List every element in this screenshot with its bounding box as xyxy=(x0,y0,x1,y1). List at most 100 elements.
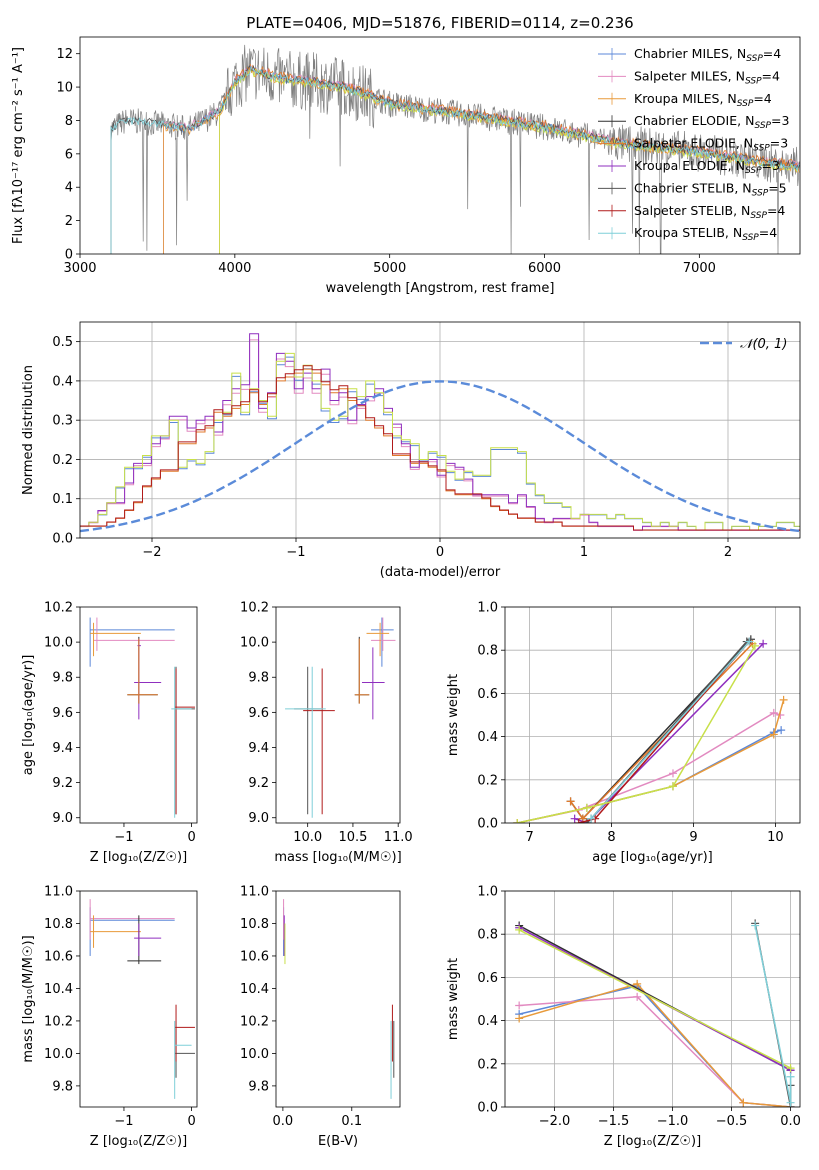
weight-point xyxy=(566,797,575,806)
x-tick-label: 0 xyxy=(187,830,195,845)
axes-frame xyxy=(79,606,198,824)
weight-point xyxy=(668,782,677,791)
y-tick-label: 6 xyxy=(65,147,73,162)
legend-entry: Kroupa ELODIE, NSSP=3 xyxy=(634,158,780,176)
x-tick-label: 7000 xyxy=(683,261,716,276)
weight-vs-Z-chart: −2.0 −1.5 −1.0 −0.5 0.0 0.0 0.2 0.4 0.6 0.8 1.0 Z [… xyxy=(446,885,801,1150)
weight-point xyxy=(745,637,754,646)
y-tick-label: 10.8 xyxy=(240,917,269,932)
legend-entry: Chabrier STELIB, NSSP=5 xyxy=(634,180,787,198)
weight-series-line xyxy=(590,641,750,820)
model-spectrum-line xyxy=(110,64,800,254)
y-tick-label: 9.0 xyxy=(52,811,73,826)
weight-point xyxy=(769,730,778,739)
y-tick-label: 9.8 xyxy=(52,1079,73,1094)
y-tick-label: 0.0 xyxy=(477,1101,498,1116)
y-tick-label: 4 xyxy=(65,181,73,196)
weight-vs-age-chart: 7 8 9 10 0.0 0.2 0.4 0.6 0.8 1.0 age [log₁₀(age/yr… xyxy=(446,601,801,865)
y-tick-label: 2 xyxy=(65,214,73,229)
y-tick-label: 9.4 xyxy=(52,741,73,756)
residuals-chart: −2 −1 0 1 2 0.0 0.1 0.2 0.3 0.4 0.5 (data-model)/er… xyxy=(21,321,801,580)
y-tick-label: 0.4 xyxy=(52,374,73,389)
y-tick-label: 1.0 xyxy=(477,885,498,900)
y-tick-label: 10.0 xyxy=(44,636,73,651)
age-vs-mass-plot xyxy=(285,617,396,818)
y-axis-label: mass weight xyxy=(446,674,461,756)
weight-point xyxy=(668,769,677,778)
x-tick-label: −0.5 xyxy=(716,1114,748,1129)
y-tick-label: 10.8 xyxy=(44,917,73,932)
weight-point xyxy=(750,641,759,650)
x-axis-label: E(B-V) xyxy=(318,1134,358,1149)
weight-point xyxy=(515,925,524,934)
y-tick-label: 0.1 xyxy=(52,492,73,507)
y-tick-label: 12 xyxy=(56,47,73,62)
weight-point xyxy=(739,1098,748,1107)
age-vs-mass-chart: 10.0 10.5 11.0 9.0 9.2 9.4 9.6 9.8 10.0 10.2 mass … xyxy=(240,601,413,866)
x-axis-label: Z [log₁₀(Z/Z☉)] xyxy=(604,1134,701,1149)
weight-point xyxy=(513,819,522,823)
x-tick-label: −1.0 xyxy=(657,1114,689,1129)
y-tick-label: 1.0 xyxy=(477,601,498,616)
y-tick-label: 0.0 xyxy=(52,532,73,547)
mass-vs-Z-chart: −1 0 9.8 10.0 10.2 10.4 10.6 10.8 11.0 Z [log₁₀(Z… xyxy=(21,885,198,1149)
y-tick-label: 10.2 xyxy=(44,601,73,616)
weight-point xyxy=(786,1098,795,1107)
x-axis-label: mass [log₁₀(M/M☉)] xyxy=(274,850,401,865)
x-tick-label: 0 xyxy=(436,545,444,560)
legend-entry: 𝒩(0, 1) xyxy=(740,337,787,352)
weight-point xyxy=(587,814,596,823)
weight-point xyxy=(582,803,591,812)
y-tick-label: 10.2 xyxy=(44,1014,73,1029)
x-axis-label: age [log₁₀(age/yr)] xyxy=(592,850,713,865)
y-tick-label: 8 xyxy=(65,114,73,129)
x-tick-label: −1 xyxy=(286,545,305,560)
legend-entry: Salpeter STELIB, NSSP=4 xyxy=(634,203,785,221)
y-tick-label: 9.8 xyxy=(248,1079,269,1094)
y-tick-label: 0.4 xyxy=(477,730,498,745)
y-tick-label: 0.6 xyxy=(477,687,498,702)
x-tick-label: 0.0 xyxy=(780,1114,801,1129)
normal-curve xyxy=(80,380,800,533)
weight-point xyxy=(515,1014,524,1023)
legend-entry: Chabrier ELODIE, NSSP=3 xyxy=(634,113,789,131)
x-tick-label: 2 xyxy=(724,545,732,560)
x-tick-label: 8 xyxy=(607,830,615,845)
y-tick-label: 0.2 xyxy=(52,453,73,468)
weight-point xyxy=(779,695,788,704)
model-spectrum-line xyxy=(110,65,800,254)
y-tick-label: 0.6 xyxy=(477,971,498,986)
x-tick-label: 6000 xyxy=(528,261,561,276)
x-tick-label: 0.1 xyxy=(341,1114,362,1129)
legend-entry: Salpeter ELODIE, NSSP=3 xyxy=(634,136,788,154)
x-axis-label: wavelength [Angstrom, rest frame] xyxy=(326,281,555,296)
y-tick-label: 0.0 xyxy=(477,817,498,832)
legend-entry: Kroupa MILES, NSSP=4 xyxy=(634,91,772,109)
weight-series-line xyxy=(517,645,756,823)
weight-point xyxy=(786,1072,795,1081)
histogram-step xyxy=(80,333,800,531)
y-tick-label: 9.4 xyxy=(248,741,269,756)
axes-frame xyxy=(504,606,801,824)
y-tick-label: 0.2 xyxy=(477,1057,498,1072)
y-tick-label: 11.0 xyxy=(240,885,269,900)
legend-entry: Chabrier MILES, NSSP=4 xyxy=(634,46,781,64)
age-vs-Z-plot xyxy=(89,617,195,818)
legend-entry: Salpeter MILES, NSSP=4 xyxy=(634,68,780,86)
chart-title: PLATE=0406, MJD=51876, FIBERID=0114, z=0… xyxy=(246,14,633,32)
y-tick-label: 0.8 xyxy=(477,928,498,943)
axes-frame xyxy=(504,890,801,1108)
spectrum-plot xyxy=(110,44,800,254)
y-tick-label: 10 xyxy=(56,81,73,96)
weight-point xyxy=(570,814,579,823)
y-tick-label: 10.6 xyxy=(240,949,269,964)
axes-frame xyxy=(79,890,198,1108)
x-tick-label: −2.0 xyxy=(539,1114,571,1129)
axes-frame xyxy=(79,321,801,539)
y-tick-label: 9.6 xyxy=(248,706,269,721)
axes-frame xyxy=(275,606,401,824)
y-tick-label: 9.8 xyxy=(52,671,73,686)
y-tick-label: 10.0 xyxy=(240,636,269,651)
weight-point xyxy=(769,708,778,717)
x-tick-label: 7 xyxy=(525,830,533,845)
